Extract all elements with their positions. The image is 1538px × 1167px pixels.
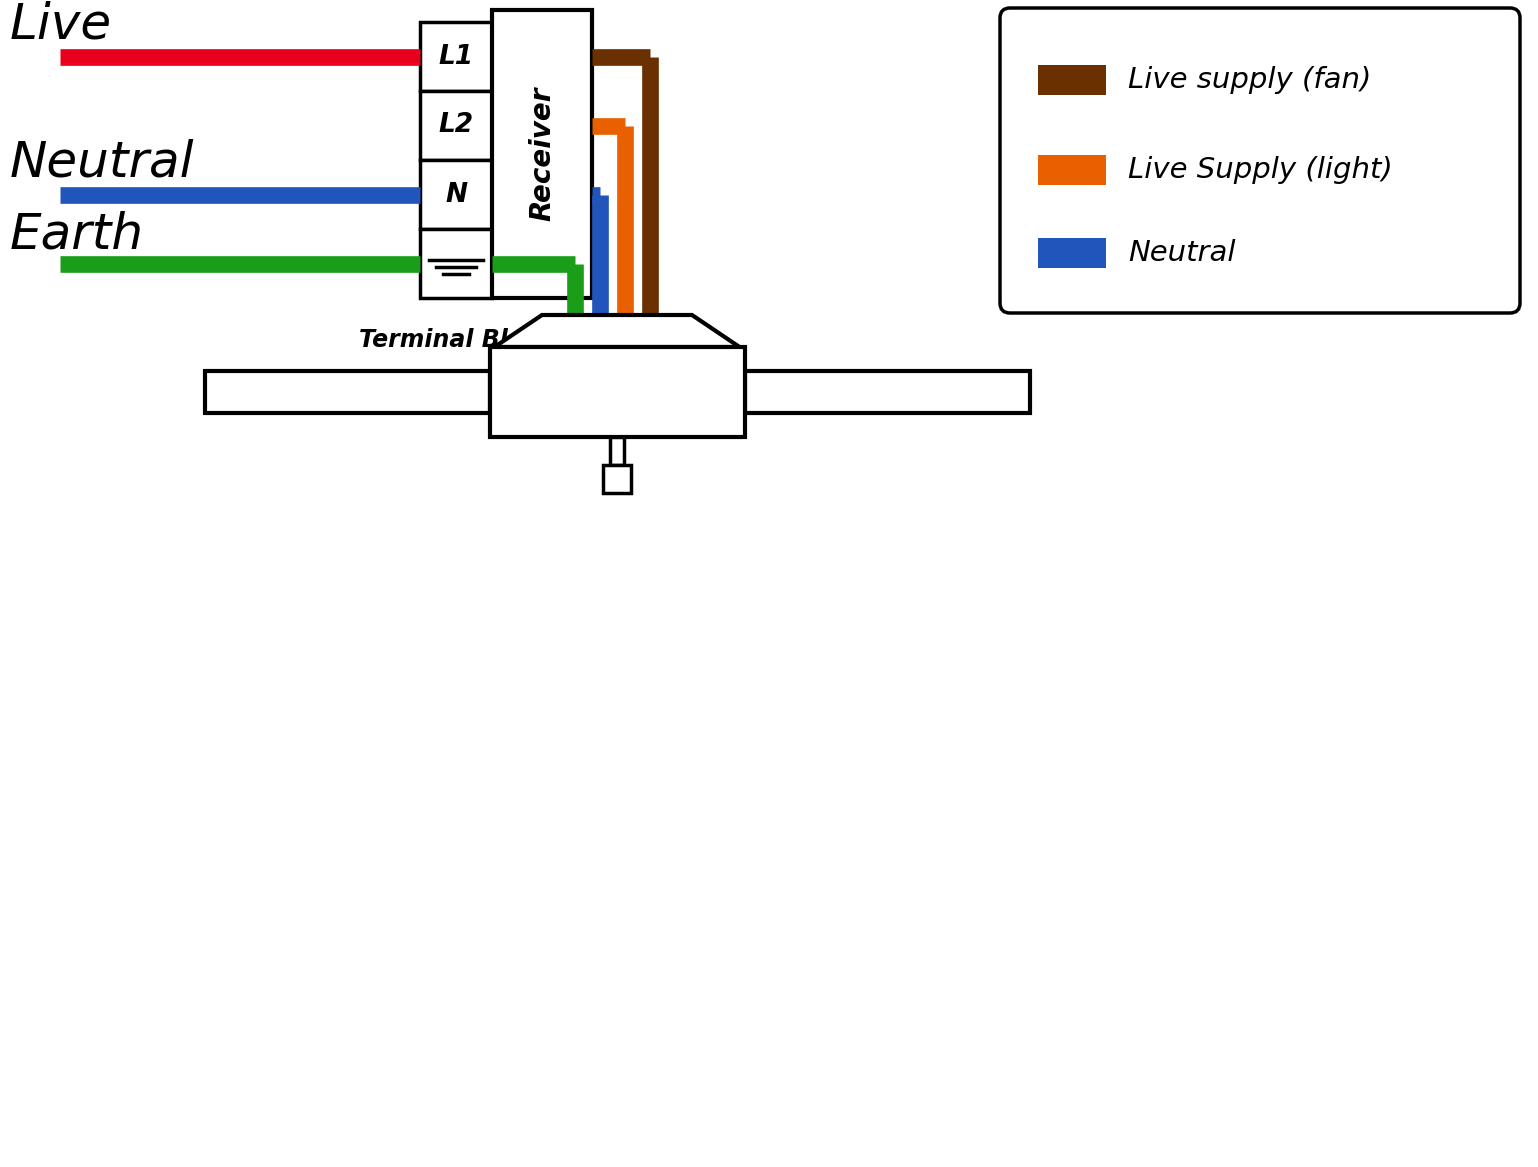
Bar <box>611 436 624 464</box>
Text: Live Supply (light): Live Supply (light) <box>1127 156 1393 184</box>
Bar <box>603 464 631 492</box>
Bar <box>1038 65 1106 95</box>
Bar <box>420 229 492 298</box>
Polygon shape <box>495 315 740 347</box>
Bar <box>205 371 489 413</box>
Text: Terminal Block: Terminal Block <box>358 328 554 352</box>
Text: Neutral: Neutral <box>11 139 194 187</box>
Bar <box>420 160 492 229</box>
Bar <box>492 11 592 298</box>
Text: L2: L2 <box>438 112 474 139</box>
Bar <box>420 22 492 91</box>
FancyBboxPatch shape <box>1000 8 1520 313</box>
Text: Receiver: Receiver <box>528 86 557 222</box>
Text: Live: Live <box>11 0 112 49</box>
Text: Live supply (fan): Live supply (fan) <box>1127 67 1372 95</box>
Bar <box>420 91 492 160</box>
Bar <box>489 347 744 436</box>
Bar <box>1038 155 1106 186</box>
Text: Earth: Earth <box>11 210 145 259</box>
Bar <box>1038 238 1106 268</box>
Text: Neutral: Neutral <box>1127 239 1235 267</box>
Text: N: N <box>444 182 468 208</box>
Text: L1: L1 <box>438 43 474 70</box>
Bar <box>744 371 1029 413</box>
